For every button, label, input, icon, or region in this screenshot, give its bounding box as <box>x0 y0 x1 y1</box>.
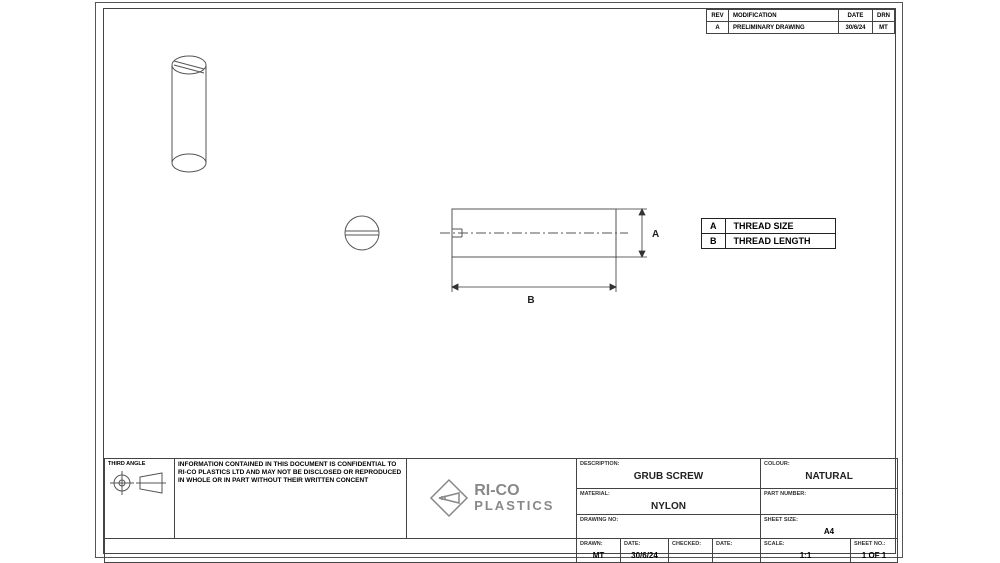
third-angle-cell: THIRD ANGLE <box>105 459 175 539</box>
title-block: THIRD ANGLE INFORMATI <box>104 458 895 553</box>
date2-cell: DATE: <box>713 539 761 563</box>
inner-frame: REV MODIFICATION DATE DRN A PRELIMINARY … <box>103 8 896 554</box>
material-cell: MATERIAL: NYLON <box>577 489 761 515</box>
third-angle-icon <box>108 467 168 497</box>
drawn-cell: DRAWN: MT <box>577 539 621 563</box>
scale-value: 1:1 <box>764 551 847 560</box>
partno-label: PART NUMBER: <box>764 491 894 497</box>
drawn-value: MT <box>580 551 617 560</box>
isometric-view <box>172 56 206 172</box>
colour-value: NATURAL <box>764 471 894 482</box>
date2-label: DATE: <box>716 541 757 547</box>
date-label: DATE: <box>624 541 665 547</box>
sheetno-value: 1 OF 1 <box>854 551 894 560</box>
logo-line2: PLASTICS <box>474 498 554 513</box>
colour-cell: COLOUR: NATURAL <box>761 459 898 489</box>
material-label: MATERIAL: <box>580 491 757 497</box>
side-view <box>440 209 647 292</box>
checked-cell: CHECKED: <box>669 539 713 563</box>
dim-a-label: A <box>652 229 659 240</box>
scale-cell: SCALE: 1:1 <box>761 539 851 563</box>
partno-cell: PART NUMBER: <box>761 489 898 515</box>
confidential-cell: INFORMATION CONTAINED IN THIS DOCUMENT I… <box>175 459 407 539</box>
description-value: GRUB SCREW <box>580 471 757 482</box>
dim-b-label: B <box>527 295 534 306</box>
drawingno-label: DRAWING NO: <box>580 517 757 523</box>
colour-label: COLOUR: <box>764 461 894 467</box>
drawn-label: DRAWN: <box>580 541 617 547</box>
end-view <box>345 216 379 250</box>
drawingno-cell: DRAWING NO: <box>577 515 761 539</box>
scale-label: SCALE: <box>764 541 847 547</box>
sheetno-label: SHEET NO.: <box>854 541 894 547</box>
date-cell: DATE: 30/6/24 <box>621 539 669 563</box>
description-cell: DESCRIPTION: GRUB SCREW <box>577 459 761 489</box>
logo-cell: RI-CO PLASTICS <box>407 459 577 539</box>
technical-drawing: A B <box>104 9 897 459</box>
description-label: DESCRIPTION: <box>580 461 757 467</box>
drawing-sheet: REV MODIFICATION DATE DRN A PRELIMINARY … <box>95 2 903 558</box>
checked-label: CHECKED: <box>672 541 709 547</box>
sheetsize-value: A4 <box>764 527 894 536</box>
sheetsize-label: SHEET SIZE: <box>764 517 894 523</box>
sheetsize-cell: SHEET SIZE: A4 <box>761 515 898 539</box>
material-value: NYLON <box>580 501 757 512</box>
logo-icon <box>429 478 469 518</box>
date-value: 30/6/24 <box>624 551 665 560</box>
sheetno-cell: SHEET NO.: 1 OF 1 <box>851 539 898 563</box>
